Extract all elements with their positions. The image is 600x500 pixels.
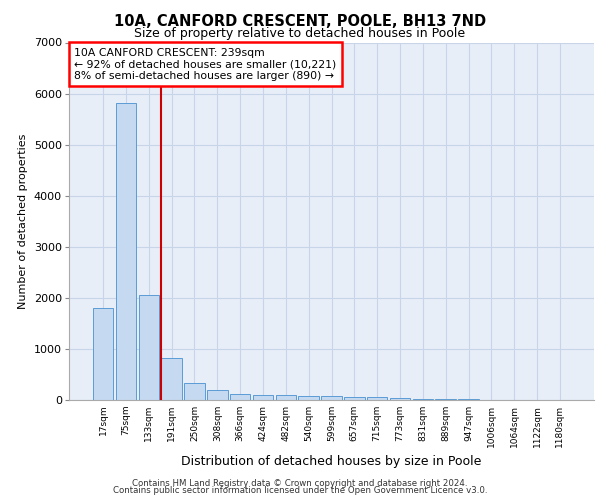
Bar bbox=[230, 394, 250, 400]
Bar bbox=[184, 382, 205, 400]
X-axis label: Distribution of detached houses by size in Poole: Distribution of detached houses by size … bbox=[181, 456, 482, 468]
Y-axis label: Number of detached properties: Number of detached properties bbox=[19, 134, 28, 309]
Text: 10A, CANFORD CRESCENT, POOLE, BH13 7ND: 10A, CANFORD CRESCENT, POOLE, BH13 7ND bbox=[114, 14, 486, 29]
Bar bbox=[253, 395, 273, 400]
Bar bbox=[298, 396, 319, 400]
Bar bbox=[390, 398, 410, 400]
Bar bbox=[139, 295, 159, 400]
Bar bbox=[207, 390, 227, 400]
Bar bbox=[367, 398, 388, 400]
Bar bbox=[93, 308, 113, 400]
Bar bbox=[116, 103, 136, 400]
Bar bbox=[436, 399, 456, 400]
Bar bbox=[321, 396, 342, 400]
Bar bbox=[344, 398, 365, 400]
Text: Contains HM Land Registry data © Crown copyright and database right 2024.: Contains HM Land Registry data © Crown c… bbox=[132, 478, 468, 488]
Text: 10A CANFORD CRESCENT: 239sqm
← 92% of detached houses are smaller (10,221)
8% of: 10A CANFORD CRESCENT: 239sqm ← 92% of de… bbox=[74, 48, 337, 81]
Text: Size of property relative to detached houses in Poole: Size of property relative to detached ho… bbox=[134, 28, 466, 40]
Text: Contains public sector information licensed under the Open Government Licence v3: Contains public sector information licen… bbox=[113, 486, 487, 495]
Bar bbox=[161, 358, 182, 400]
Bar bbox=[413, 399, 433, 400]
Bar bbox=[275, 396, 296, 400]
